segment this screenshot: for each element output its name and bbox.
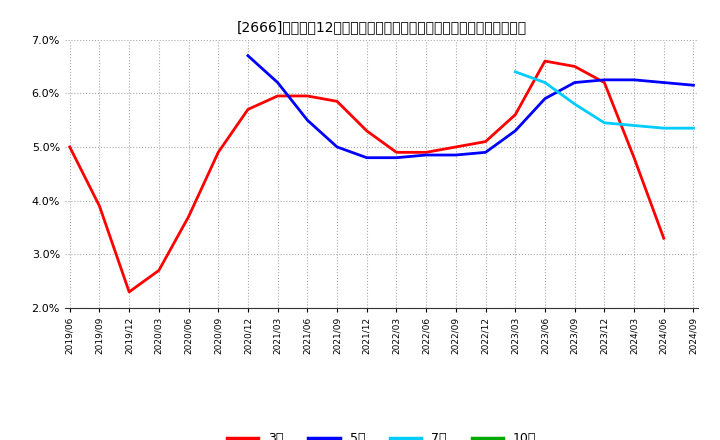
Legend: 3年, 5年, 7年, 10年: 3年, 5年, 7年, 10年 bbox=[222, 427, 541, 440]
Title: [2666]　売上高12か月移動合計の対前年同期増減率の標準偏差の推移: [2666] 売上高12か月移動合計の対前年同期増減率の標準偏差の推移 bbox=[237, 20, 526, 34]
